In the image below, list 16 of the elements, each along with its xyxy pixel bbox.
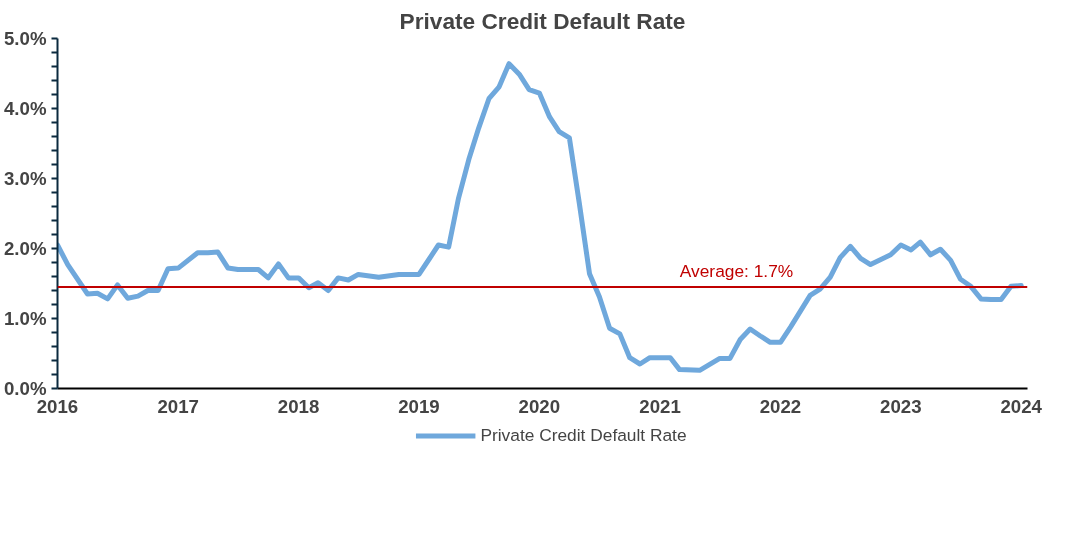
y-tick-label: 4.0% [3, 98, 47, 119]
x-tick-label: 2019 [398, 395, 440, 417]
chart-title: Private Credit Default Rate [399, 7, 686, 34]
x-tick-label: 2022 [759, 395, 802, 417]
y-tick-label: 1.0% [3, 308, 47, 329]
x-tick-label: 2017 [157, 395, 199, 417]
x-tick-label: 2024 [1000, 395, 1043, 417]
y-tick-label: 3.0% [3, 168, 47, 189]
legend-label: Private Credit Default Rate [480, 424, 687, 446]
x-tick-label: 2020 [518, 395, 561, 417]
y-tick-label: 2.0% [3, 238, 47, 259]
x-tick-label: 2021 [639, 395, 681, 417]
x-tick-label: 2018 [277, 395, 320, 417]
x-tick-label: 2023 [880, 395, 922, 417]
y-tick-label: 5.0% [3, 28, 47, 49]
annotation: Average: 1.7% [679, 261, 794, 281]
